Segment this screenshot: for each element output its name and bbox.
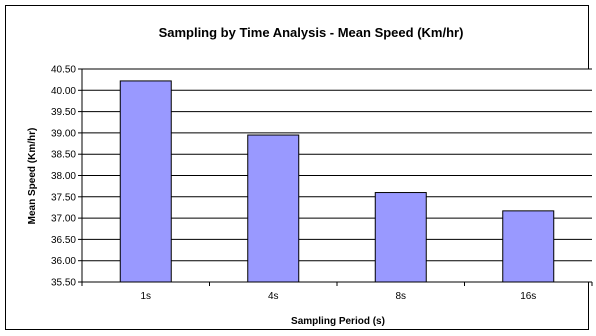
x-axis: 1s 4s 8s 16s	[81, 281, 593, 302]
x-tick-label: 1s	[140, 291, 151, 302]
y-tick-label: 36.50	[51, 235, 76, 246]
y-tick-label: 40.50	[51, 65, 76, 76]
y-tick-label: 39.00	[51, 128, 76, 139]
y-axis: 35.50 36.00 36.50 37.00 37.50 38.00 38.50 39.00…	[51, 65, 83, 289]
y-tick-label: 38.50	[51, 150, 76, 161]
y-tick-label: 37.00	[51, 214, 76, 225]
bars	[119, 80, 555, 283]
x-tick-label: 4s	[268, 291, 279, 302]
bar-8s	[374, 192, 427, 283]
y-tick-label: 37.50	[51, 192, 76, 203]
bar-4s	[247, 134, 300, 283]
x-tick-label: 16s	[520, 291, 536, 302]
y-tick-label: 39.50	[51, 107, 76, 118]
bar-1s	[119, 80, 172, 283]
chart-title: Sampling by Time Analysis - Mean Speed (…	[159, 25, 464, 40]
y-tick-label: 40.00	[51, 86, 76, 97]
y-tick-label: 36.00	[51, 256, 76, 267]
x-tick-label: 8s	[395, 291, 406, 302]
y-tick-label: 38.00	[51, 171, 76, 182]
y-tick-label: 35.50	[51, 278, 76, 289]
y-axis-title: Mean Speed (Km/hr)	[27, 128, 38, 225]
x-axis-title: Sampling Period (s)	[291, 316, 385, 327]
bar-16s	[502, 210, 555, 283]
